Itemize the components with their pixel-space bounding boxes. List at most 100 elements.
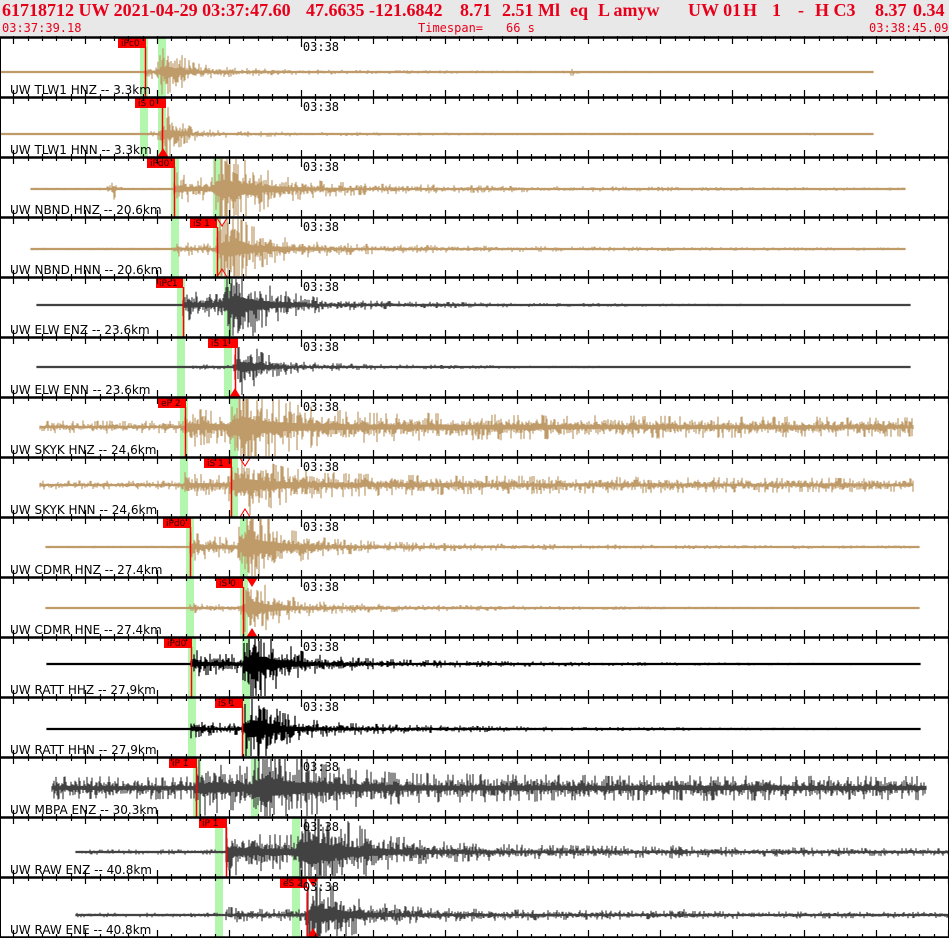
pick-label-box[interactable] — [156, 278, 183, 288]
waveform-trace[interactable] — [46, 639, 921, 696]
axis-ticks — [12, 810, 949, 827]
phase-pick[interactable]: iS 1 — [204, 457, 251, 518]
phase-pick[interactable]: iP 1 — [169, 758, 198, 817]
axis-ticks — [12, 630, 949, 647]
waveform-trace[interactable] — [36, 279, 911, 336]
minute-time-label: 03:38 — [303, 700, 339, 714]
pick-down-triangle-icon[interactable] — [246, 577, 258, 587]
waveform-trace[interactable] — [75, 879, 949, 936]
pick-up-triangle-icon[interactable] — [239, 508, 251, 518]
pick-label-box[interactable] — [280, 878, 307, 888]
pick-label: iS 1 — [207, 459, 224, 469]
minute-time-label: 03:38 — [303, 340, 339, 354]
event-analyst: L amyw — [598, 0, 660, 20]
theoretical-p-band — [140, 97, 148, 157]
pick-label-box[interactable] — [118, 38, 146, 48]
axis-ticks — [12, 90, 949, 107]
channel-track[interactable]: iS 1 UW NBND HNN -- 20.6km 03:38 — [10, 217, 906, 278]
pick-label-box[interactable] — [135, 98, 166, 108]
channel-label: UW MBPA ENZ -- 30.3km — [10, 803, 158, 817]
channel-track[interactable]: eP 2 UW SKYK HNZ -- 24.6km 03:38 — [10, 397, 914, 457]
channel-track[interactable]: iS 0 UW TLW1 HNN -- 3.3km 03:38 — [0, 97, 874, 158]
event-id-origin-time: 61718712 UW 2021-04-29 03:37:47.60 — [2, 0, 291, 20]
event-value-1: 8.37 — [875, 0, 907, 20]
waveform-trace[interactable] — [30, 219, 906, 276]
pick-label-box[interactable] — [169, 758, 197, 768]
minute-time-label: 03:38 — [303, 820, 339, 834]
pick-label: iPd0 — [166, 519, 186, 529]
channel-label: UW TLW1 HNZ -- 3.3km — [10, 83, 151, 97]
event-quality: H C3 — [815, 0, 856, 20]
channel-label: UW RATT HHN -- 27.9km — [10, 743, 157, 757]
waveform-trace[interactable] — [51, 759, 927, 816]
pick-label-box[interactable] — [204, 458, 232, 468]
waveform-trace[interactable] — [45, 519, 920, 576]
channel-track[interactable]: iP 1 UW RAW ENZ -- 40.8km 03:38 — [10, 817, 949, 877]
channel-track[interactable]: iP 1 UW MBPA ENZ -- 30.3km 03:38 — [10, 757, 927, 817]
pick-label-box[interactable] — [163, 518, 191, 528]
window-start-time: 03:37:39.18 — [2, 21, 82, 35]
channel-label: UW ELW ENZ -- 23.6km — [10, 323, 150, 337]
pick-label-box[interactable] — [147, 158, 175, 168]
channel-track[interactable]: iS 1 UW RATT HHN -- 27.9km 03:38 — [10, 697, 921, 757]
waveform-trace[interactable] — [46, 699, 921, 756]
waveform-trace[interactable] — [36, 347, 911, 395]
waveform-trace[interactable] — [39, 459, 914, 516]
waveform-trace[interactable] — [39, 399, 914, 456]
channel-label: UW RATT HHZ -- 27.9km — [10, 683, 156, 697]
event-lat-lon: 47.6635 -121.6842 — [306, 0, 443, 20]
channel-track[interactable]: iPd0 UW RATT HHZ -- 27.9km 03:38 — [10, 637, 921, 697]
axis-ticks — [12, 870, 949, 887]
phase-pick[interactable]: iPd0 — [164, 638, 193, 697]
pick-label-box[interactable] — [190, 218, 217, 228]
phase-pick[interactable]: iPd0 — [147, 158, 176, 217]
channel-track[interactable]: iPd0 UW CDMR HNZ -- 27.4km 03:38 — [10, 517, 920, 577]
phase-pick[interactable]: iPc0 — [118, 38, 147, 97]
waveform-trace[interactable] — [45, 584, 920, 632]
minute-time-label: 03:38 — [303, 760, 339, 774]
phase-pick[interactable]: iPc1 — [156, 278, 185, 337]
axis-ticks — [12, 750, 949, 767]
pick-label-box[interactable] — [208, 338, 238, 348]
axis-ticks — [12, 510, 949, 527]
window-end-time: 03:38:45.09 — [869, 21, 949, 35]
timespan-label: Timespan= — [418, 21, 484, 35]
pick-label: iS 1 — [211, 339, 228, 349]
phase-pick[interactable]: eP 2 — [158, 398, 187, 457]
pick-label: iS 1 — [218, 699, 235, 709]
channel-track[interactable]: eS 2 UW RAW ENE -- 40.8km 03:38 — [10, 877, 949, 938]
theoretical-s-band — [292, 877, 300, 937]
pick-label: iS 0 — [138, 99, 155, 109]
channel-label: UW ELW ENN -- 23.6km — [10, 383, 151, 397]
axis-ticks — [12, 270, 949, 287]
pick-up-triangle-icon[interactable] — [246, 628, 258, 638]
pick-label: iPd0 — [167, 639, 187, 649]
channel-track[interactable]: iS 1 UW ELW ENN -- 23.6km 03:38 — [10, 337, 911, 398]
theoretical-p-band — [180, 457, 188, 517]
channel-track[interactable]: iPc0 UW TLW1 HNZ -- 3.3km 03:38 — [0, 37, 874, 97]
pick-label: iS 1 — [193, 219, 210, 229]
pick-label-box[interactable] — [199, 818, 227, 828]
pick-label-box[interactable] — [164, 638, 192, 648]
minute-time-label: 03:38 — [303, 520, 339, 534]
pick-label-box[interactable] — [158, 398, 186, 408]
axis-ticks — [12, 210, 949, 227]
minute-time-label: 03:38 — [303, 100, 339, 114]
minute-time-label: 03:38 — [303, 400, 339, 414]
channel-track[interactable]: iPc1 UW ELW ENZ -- 23.6km 03:38 — [10, 277, 911, 337]
waveform-trace[interactable] — [75, 819, 949, 876]
event-flag-dash: - — [798, 0, 804, 20]
axis-ticks — [12, 30, 949, 47]
theoretical-s-band — [292, 817, 300, 877]
event-magnitude: 2.51 Ml — [502, 0, 560, 20]
waveform-trace[interactable] — [30, 159, 906, 216]
channel-track[interactable]: iS 1 UW SKYK HNN -- 24.6km 03:38 — [10, 457, 914, 518]
phase-pick[interactable]: iP 1 — [199, 818, 228, 877]
pick-label: eP 2 — [161, 399, 181, 409]
phase-pick[interactable]: iS 0 — [135, 98, 169, 158]
channel-label: UW CDMR HNZ -- 27.4km — [10, 563, 162, 577]
phase-pick[interactable]: iPd0 — [163, 518, 192, 577]
